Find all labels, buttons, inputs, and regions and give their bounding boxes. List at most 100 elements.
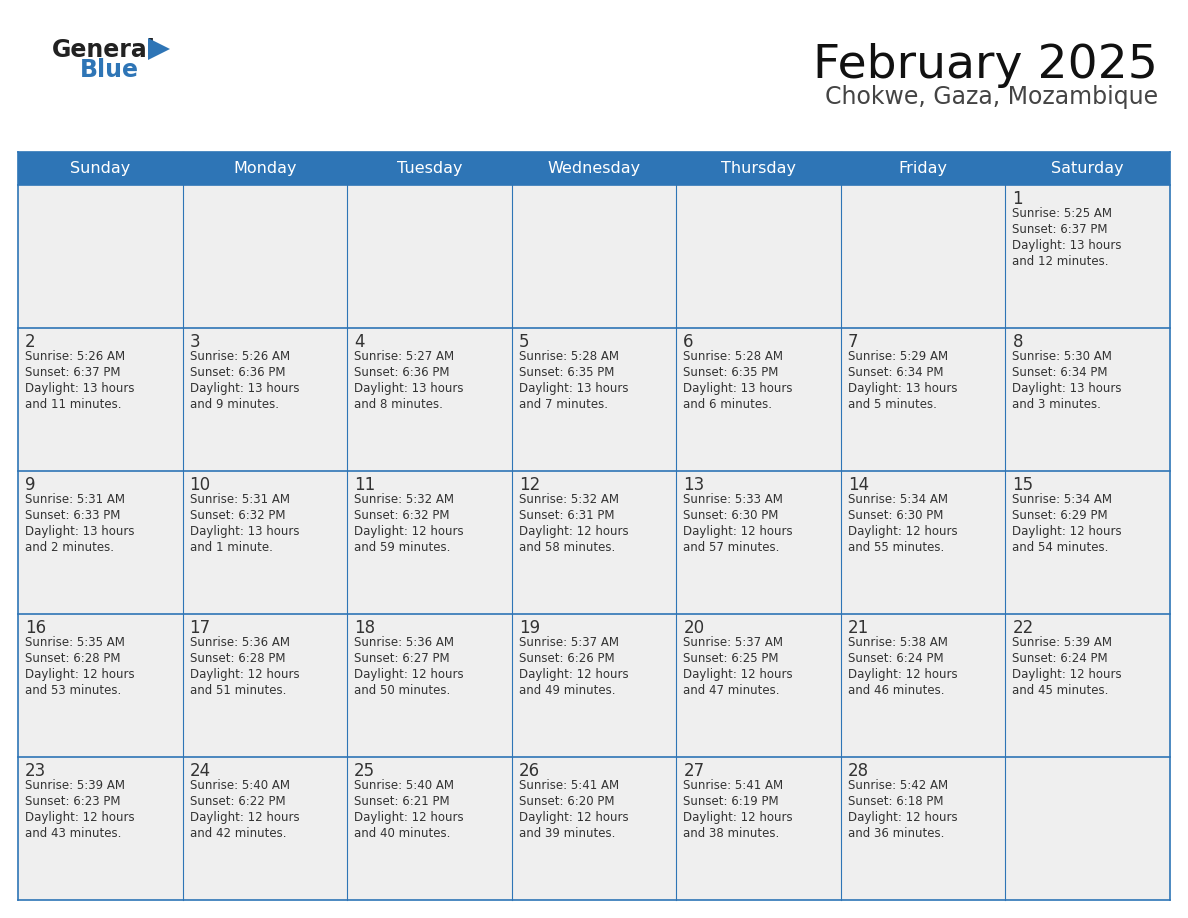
Bar xyxy=(841,614,1005,757)
Text: Sunset: 6:33 PM: Sunset: 6:33 PM xyxy=(25,509,120,522)
Text: 5: 5 xyxy=(519,333,529,351)
Bar xyxy=(183,757,347,900)
Text: Daylight: 12 hours: Daylight: 12 hours xyxy=(25,811,134,824)
Text: Sunset: 6:28 PM: Sunset: 6:28 PM xyxy=(190,652,285,665)
Text: Daylight: 12 hours: Daylight: 12 hours xyxy=(25,668,134,681)
Text: 1: 1 xyxy=(1012,190,1023,208)
Text: Sunset: 6:36 PM: Sunset: 6:36 PM xyxy=(354,366,449,379)
Text: Sunset: 6:23 PM: Sunset: 6:23 PM xyxy=(25,795,120,808)
Text: and 43 minutes.: and 43 minutes. xyxy=(25,827,121,840)
Text: 23: 23 xyxy=(25,762,46,780)
Text: Saturday: Saturday xyxy=(1051,161,1124,176)
Text: 28: 28 xyxy=(848,762,868,780)
Text: Sunrise: 5:39 AM: Sunrise: 5:39 AM xyxy=(1012,636,1112,649)
Text: 27: 27 xyxy=(683,762,704,780)
Text: Sunrise: 5:34 AM: Sunrise: 5:34 AM xyxy=(848,493,948,506)
Text: and 59 minutes.: and 59 minutes. xyxy=(354,541,450,554)
Text: 13: 13 xyxy=(683,476,704,494)
Bar xyxy=(18,614,183,757)
Text: and 51 minutes.: and 51 minutes. xyxy=(190,684,286,697)
Text: Sunrise: 5:41 AM: Sunrise: 5:41 AM xyxy=(519,779,619,792)
Text: and 58 minutes.: and 58 minutes. xyxy=(519,541,615,554)
Text: Sunset: 6:25 PM: Sunset: 6:25 PM xyxy=(683,652,779,665)
Text: and 45 minutes.: and 45 minutes. xyxy=(1012,684,1108,697)
Bar xyxy=(183,614,347,757)
Text: Daylight: 12 hours: Daylight: 12 hours xyxy=(1012,668,1121,681)
Text: Sunset: 6:30 PM: Sunset: 6:30 PM xyxy=(848,509,943,522)
Text: Sunset: 6:18 PM: Sunset: 6:18 PM xyxy=(848,795,943,808)
Text: and 1 minute.: and 1 minute. xyxy=(190,541,272,554)
Bar xyxy=(183,328,347,471)
Bar xyxy=(1005,757,1170,900)
Bar xyxy=(18,328,183,471)
Text: Daylight: 12 hours: Daylight: 12 hours xyxy=(848,525,958,538)
Bar xyxy=(347,185,512,328)
Text: Daylight: 12 hours: Daylight: 12 hours xyxy=(354,668,463,681)
Bar xyxy=(676,614,841,757)
Bar xyxy=(183,471,347,614)
Text: Sunrise: 5:34 AM: Sunrise: 5:34 AM xyxy=(1012,493,1112,506)
Bar xyxy=(18,152,1170,185)
Text: 6: 6 xyxy=(683,333,694,351)
Text: Sunday: Sunday xyxy=(70,161,131,176)
Text: Sunset: 6:21 PM: Sunset: 6:21 PM xyxy=(354,795,450,808)
Text: Sunrise: 5:33 AM: Sunrise: 5:33 AM xyxy=(683,493,783,506)
Text: 10: 10 xyxy=(190,476,210,494)
Text: Wednesday: Wednesday xyxy=(548,161,640,176)
Text: Sunrise: 5:41 AM: Sunrise: 5:41 AM xyxy=(683,779,783,792)
Text: Sunset: 6:24 PM: Sunset: 6:24 PM xyxy=(848,652,943,665)
Text: Daylight: 13 hours: Daylight: 13 hours xyxy=(519,382,628,395)
Bar xyxy=(347,471,512,614)
Text: Daylight: 12 hours: Daylight: 12 hours xyxy=(519,811,628,824)
Text: and 39 minutes.: and 39 minutes. xyxy=(519,827,615,840)
Text: and 47 minutes.: and 47 minutes. xyxy=(683,684,779,697)
Text: Sunrise: 5:26 AM: Sunrise: 5:26 AM xyxy=(25,350,125,363)
Text: 11: 11 xyxy=(354,476,375,494)
Bar xyxy=(183,185,347,328)
Text: Sunset: 6:28 PM: Sunset: 6:28 PM xyxy=(25,652,120,665)
Text: 14: 14 xyxy=(848,476,868,494)
Polygon shape xyxy=(148,38,170,60)
Text: and 5 minutes.: and 5 minutes. xyxy=(848,398,936,411)
Bar xyxy=(1005,614,1170,757)
Text: 3: 3 xyxy=(190,333,201,351)
Bar xyxy=(347,328,512,471)
Bar xyxy=(1005,328,1170,471)
Bar xyxy=(841,328,1005,471)
Text: and 55 minutes.: and 55 minutes. xyxy=(848,541,944,554)
Text: Sunrise: 5:36 AM: Sunrise: 5:36 AM xyxy=(190,636,290,649)
Text: 9: 9 xyxy=(25,476,36,494)
Text: Daylight: 12 hours: Daylight: 12 hours xyxy=(683,525,792,538)
Text: Sunset: 6:20 PM: Sunset: 6:20 PM xyxy=(519,795,614,808)
Bar xyxy=(512,328,676,471)
Text: Daylight: 13 hours: Daylight: 13 hours xyxy=(1012,239,1121,252)
Bar xyxy=(18,471,183,614)
Text: Sunrise: 5:28 AM: Sunrise: 5:28 AM xyxy=(519,350,619,363)
Text: Daylight: 12 hours: Daylight: 12 hours xyxy=(190,811,299,824)
Text: Sunrise: 5:32 AM: Sunrise: 5:32 AM xyxy=(354,493,454,506)
Text: and 8 minutes.: and 8 minutes. xyxy=(354,398,443,411)
Text: Sunset: 6:34 PM: Sunset: 6:34 PM xyxy=(848,366,943,379)
Text: Blue: Blue xyxy=(80,58,139,82)
Text: Sunrise: 5:28 AM: Sunrise: 5:28 AM xyxy=(683,350,783,363)
Text: February 2025: February 2025 xyxy=(813,43,1158,88)
Text: and 57 minutes.: and 57 minutes. xyxy=(683,541,779,554)
Text: Daylight: 12 hours: Daylight: 12 hours xyxy=(848,668,958,681)
Text: and 36 minutes.: and 36 minutes. xyxy=(848,827,944,840)
Text: 15: 15 xyxy=(1012,476,1034,494)
Text: and 11 minutes.: and 11 minutes. xyxy=(25,398,121,411)
Text: Sunrise: 5:36 AM: Sunrise: 5:36 AM xyxy=(354,636,454,649)
Bar xyxy=(676,471,841,614)
Text: Monday: Monday xyxy=(233,161,297,176)
Bar xyxy=(676,757,841,900)
Bar xyxy=(1005,185,1170,328)
Text: Daylight: 13 hours: Daylight: 13 hours xyxy=(25,382,134,395)
Text: Daylight: 12 hours: Daylight: 12 hours xyxy=(190,668,299,681)
Bar xyxy=(347,757,512,900)
Text: 17: 17 xyxy=(190,619,210,637)
Text: Chokwe, Gaza, Mozambique: Chokwe, Gaza, Mozambique xyxy=(824,85,1158,109)
Text: Daylight: 13 hours: Daylight: 13 hours xyxy=(683,382,792,395)
Text: and 2 minutes.: and 2 minutes. xyxy=(25,541,114,554)
Text: and 3 minutes.: and 3 minutes. xyxy=(1012,398,1101,411)
Text: Sunset: 6:30 PM: Sunset: 6:30 PM xyxy=(683,509,778,522)
